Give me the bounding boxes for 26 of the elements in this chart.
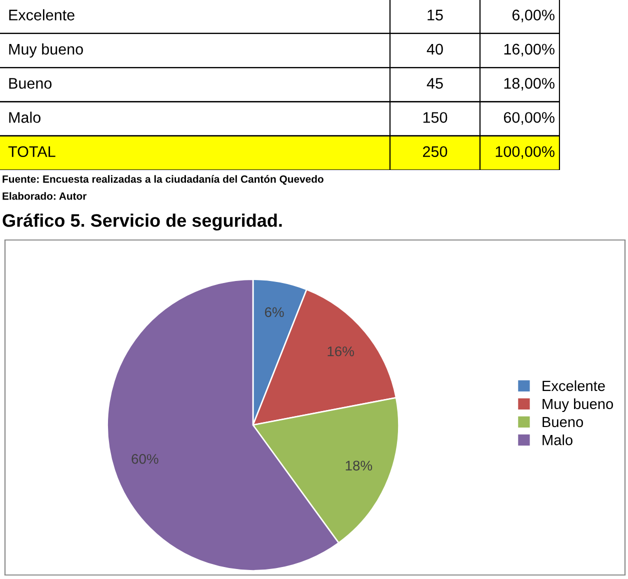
data-label: 150 — [423, 112, 448, 123]
data-label: 60,00% — [504, 112, 554, 125]
data-label: 60% — [132, 454, 158, 464]
text: Elaborado: Autor — [2, 192, 87, 200]
data-label: 40 — [426, 44, 443, 55]
data-label: 100,00% — [496, 146, 554, 159]
category-label: Bueno — [9, 78, 52, 89]
category-label: Muy bueno — [9, 43, 83, 58]
data-label: 16,00% — [504, 44, 554, 56]
category-label: TOTAL — [8, 146, 56, 158]
data-label: 18,00% — [504, 78, 554, 91]
data-label: 250 — [423, 146, 448, 158]
category-label: Malo — [9, 112, 40, 123]
data-label: 45 — [426, 78, 443, 89]
legend-label: Bueno — [542, 417, 584, 428]
category-label: Excelente — [9, 9, 74, 20]
data-label: 16% — [328, 346, 354, 356]
source-note: Fuente: Encuesta realizadas a la ciudadanía del Cantón Quevedo — [2, 175, 324, 185]
chart-title: Gráfico 5. Servicio de seguridad. — [2, 213, 282, 231]
data-label: 6% — [264, 307, 284, 318]
data-label: 6,00% — [512, 10, 554, 22]
legend-label: Malo — [542, 434, 572, 446]
data-label: 18% — [346, 460, 372, 471]
legend-label: Excelente — [542, 380, 605, 392]
data-label: 15 — [428, 10, 443, 20]
legend-label: Muy bueno — [542, 398, 613, 412]
